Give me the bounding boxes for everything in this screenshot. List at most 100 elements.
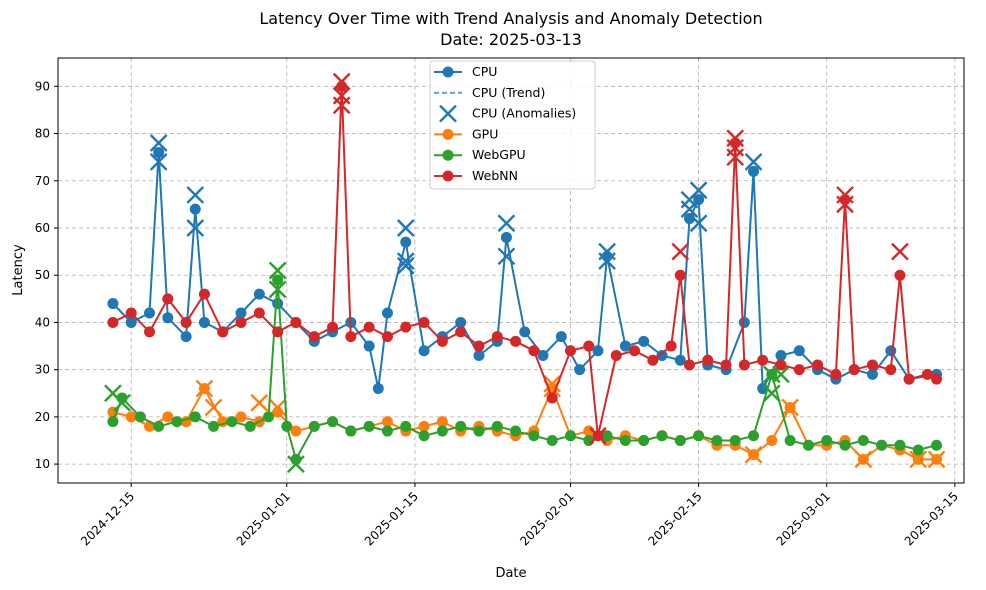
cpu-point xyxy=(363,340,375,352)
webnn-point xyxy=(647,354,659,366)
y-tick-label: 10 xyxy=(35,457,50,471)
legend-label: CPU xyxy=(472,64,497,79)
gpu-anomaly-marker xyxy=(268,398,287,417)
webnn-point xyxy=(418,316,430,328)
webnn-point xyxy=(308,331,320,343)
gpu-anomaly-marker xyxy=(781,398,799,417)
webnn-point xyxy=(564,345,576,357)
anomaly-stroke xyxy=(439,104,457,123)
webgpu-point xyxy=(208,420,220,432)
anomaly-stroke xyxy=(186,186,205,204)
cpu-anomaly-marker xyxy=(396,256,415,275)
cpu-point xyxy=(253,288,265,300)
anomaly-stroke xyxy=(726,148,745,167)
webnn-point xyxy=(473,340,485,352)
webgpu-point xyxy=(308,420,320,432)
cpu-point xyxy=(198,316,210,328)
anomaly-stroke xyxy=(268,261,287,280)
cpu-point xyxy=(153,146,165,158)
x-tick-label: 2025-03-15 xyxy=(902,489,961,548)
webgpu-point xyxy=(473,425,485,437)
cpu-anomaly-marker xyxy=(744,153,763,171)
anomaly-stroke xyxy=(497,247,516,266)
x-axis-label: Date xyxy=(495,566,526,581)
cpu-point xyxy=(189,203,201,215)
webnn-point xyxy=(546,392,558,404)
anomaly-stroke xyxy=(744,445,763,464)
webnn-point xyxy=(702,354,714,366)
gpu-anomaly-marker xyxy=(543,374,562,393)
anomaly-stroke xyxy=(268,280,287,299)
webnn-point xyxy=(610,350,622,361)
cpu-point xyxy=(400,236,412,248)
webgpu-point xyxy=(802,439,814,451)
legend-entry: GPU xyxy=(434,126,498,141)
webgpu-anomaly-marker xyxy=(268,261,287,280)
cpu-point xyxy=(473,350,485,361)
anomaly-stroke xyxy=(149,153,168,171)
anomaly-stroke xyxy=(772,365,790,384)
anomaly-stroke xyxy=(671,242,690,261)
cpu-point xyxy=(455,316,467,328)
anomaly-stroke xyxy=(854,450,873,469)
x-tick-label: 2025-01-01 xyxy=(234,489,293,548)
cpu-point xyxy=(519,326,531,338)
webnn-point xyxy=(894,269,906,281)
anomaly-stroke xyxy=(268,398,287,417)
legend-marker xyxy=(442,128,454,140)
webgpu-point xyxy=(601,430,613,442)
webgpu-point xyxy=(107,416,119,428)
legend-marker xyxy=(442,149,454,161)
webnn-point xyxy=(528,345,540,357)
gpu-anomaly-marker xyxy=(909,450,928,469)
webgpu-point xyxy=(729,435,741,446)
cpu-anomaly-marker xyxy=(497,247,516,266)
webgpu-point xyxy=(931,439,943,451)
cpu-anomaly-marker xyxy=(689,181,708,200)
anomaly-stroke xyxy=(186,219,205,237)
anomaly-stroke xyxy=(689,214,708,233)
legend-marker xyxy=(442,66,454,78)
x-tick-label: 2024-12-15 xyxy=(78,489,137,548)
anomaly-stroke xyxy=(332,72,351,91)
legend-marker xyxy=(442,170,454,182)
webnn-point xyxy=(583,340,595,352)
cpu-point xyxy=(537,350,549,361)
gpu-point xyxy=(381,416,393,428)
anomaly-stroke xyxy=(250,393,269,412)
cpu-point xyxy=(748,165,760,177)
webgpu-point xyxy=(894,439,906,451)
webgpu-series xyxy=(104,261,943,473)
webnn-point xyxy=(866,359,878,371)
webgpu-point xyxy=(510,425,522,437)
plot-frame xyxy=(57,57,965,484)
webnn-point xyxy=(738,359,750,371)
webgpu-point xyxy=(134,411,146,423)
webgpu-point xyxy=(171,416,183,428)
gpu-point xyxy=(290,425,302,437)
anomaly-stroke xyxy=(287,455,305,473)
cpu-point xyxy=(555,331,567,343)
legend: CPU CPU (Trend) CPU (Anomalies) GPU WebGPU We… xyxy=(429,60,596,190)
chart-title: Latency Over Time with Trend Analysis an… xyxy=(259,9,762,28)
anomaly-stroke xyxy=(396,256,415,275)
webnn-point xyxy=(885,364,897,376)
webnn-point xyxy=(921,368,933,380)
webgpu-point xyxy=(857,435,869,446)
anomaly-stroke xyxy=(589,426,607,445)
cpu-point xyxy=(144,307,156,319)
webgpu-point xyxy=(748,430,760,442)
webnn-point xyxy=(665,340,677,352)
webnn-point xyxy=(381,331,393,343)
webgpu-point xyxy=(839,439,851,451)
webgpu-point xyxy=(327,416,339,428)
webnn-point xyxy=(812,359,824,371)
anomaly-stroke xyxy=(396,219,415,237)
cpu-point xyxy=(738,316,750,328)
webnn-anomaly-marker xyxy=(726,148,745,167)
gpu-point xyxy=(766,435,778,446)
webgpu-point xyxy=(226,416,238,428)
webnn-point xyxy=(720,359,732,371)
webnn-point xyxy=(683,359,695,371)
